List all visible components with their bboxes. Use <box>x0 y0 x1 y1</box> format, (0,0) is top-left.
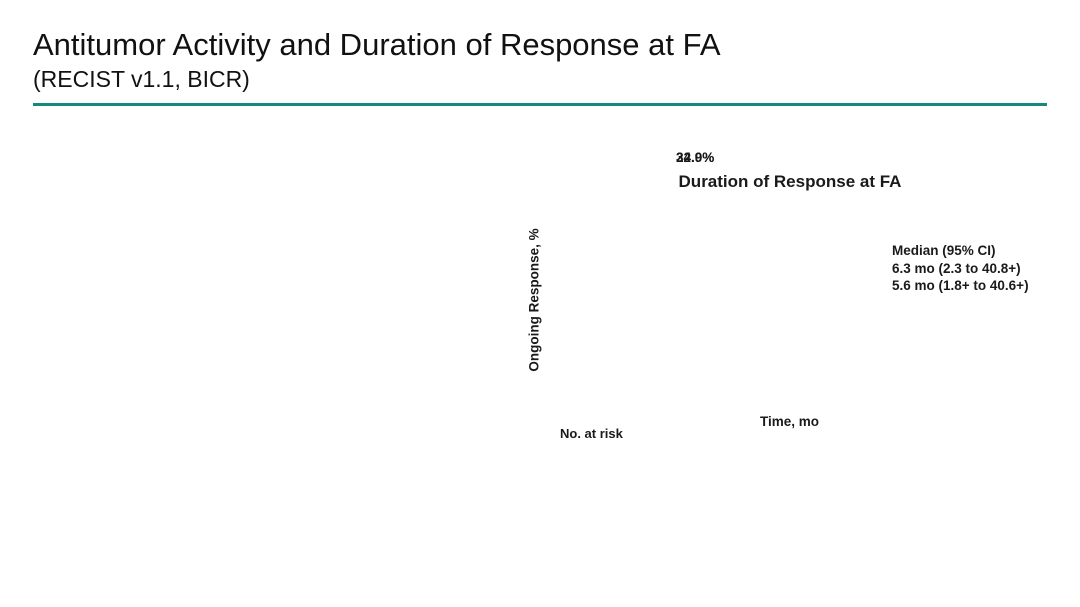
slide-title: Antitumor Activity and Duration of Respo… <box>33 27 721 62</box>
chart-title: Duration of Response at FA <box>678 172 902 191</box>
duration-of-response-chart: Duration of Response at FA Ongoing Respo… <box>520 150 1080 490</box>
legend-title: Median (95% CI) <box>892 243 996 258</box>
placebo-landmark-pct: 22.9% <box>676 150 715 165</box>
risk-table-label: No. at risk <box>560 426 623 441</box>
legend-placebo-median: 5.6 mo (1.8+ to 40.6+) <box>892 278 1029 293</box>
median-legend: Median (95% CI) 6.3 mo (2.3 to 40.8+) 5.… <box>892 242 1029 295</box>
title-divider <box>33 103 1047 106</box>
legend-pembro-median: 6.3 mo (2.3 to 40.8+) <box>892 260 1021 276</box>
pembro-landmark-pct: 34.0% <box>676 150 715 165</box>
slide-subtitle: (RECIST v1.1, BICR) <box>33 66 250 92</box>
x-axis-title: Time, mo <box>759 414 820 429</box>
